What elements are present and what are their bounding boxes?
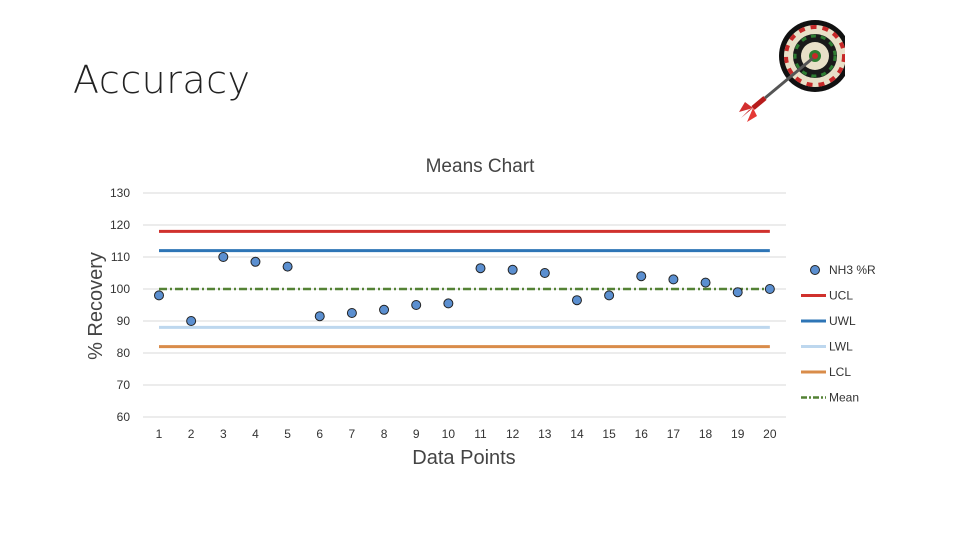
x-tick-label: 10	[442, 427, 456, 441]
legend-item: Mean	[801, 391, 859, 405]
legend-item: UCL	[801, 289, 853, 303]
data-point	[764, 284, 775, 294]
y-tick-label: 100	[110, 282, 130, 296]
x-tick-labels: 1 2 3 4 5 6 7 8 9 10 11 12 13 14 15 16 17 18 19 20	[156, 427, 777, 441]
x-tick-label: 6	[316, 427, 323, 441]
y-tick-label: 90	[117, 314, 131, 328]
chart-title: Means Chart	[426, 156, 535, 177]
x-tick-label: 4	[252, 427, 259, 441]
legend-label: LWL	[829, 340, 853, 354]
data-point	[411, 300, 422, 310]
data-point	[700, 277, 711, 288]
x-tick-label: 18	[699, 427, 713, 441]
x-tick-label: 13	[538, 427, 552, 441]
x-tick-label: 3	[220, 427, 227, 441]
legend-label: Mean	[829, 391, 859, 405]
y-axis-label: % Recovery	[85, 252, 107, 360]
data-point	[668, 274, 679, 285]
data-point	[636, 271, 647, 282]
data-point	[732, 287, 743, 298]
dartboard-dart-image	[739, 20, 845, 122]
x-axis-label: Data Points	[412, 447, 515, 469]
x-tick-label: 19	[731, 427, 745, 441]
data-point	[154, 290, 164, 301]
legend-label: NH3 %R	[829, 263, 876, 277]
slide-title: Accuracy	[73, 58, 251, 102]
y-tick-label: 130	[110, 186, 130, 200]
data-point	[539, 268, 550, 278]
data-point	[475, 263, 486, 274]
data-point	[507, 264, 518, 275]
x-tick-label: 15	[602, 427, 616, 441]
x-tick-label: 20	[763, 427, 777, 441]
legend-item: LCL	[801, 365, 851, 379]
data-point	[314, 311, 325, 322]
data-point	[604, 290, 615, 301]
y-tick-label: 110	[111, 250, 130, 264]
dart-icon	[739, 56, 814, 122]
x-tick-label: 7	[349, 427, 356, 441]
data-point	[346, 308, 357, 318]
x-tick-label: 11	[474, 427, 487, 441]
legend-label: UCL	[829, 289, 853, 303]
data-points	[154, 252, 775, 326]
data-point	[282, 261, 293, 272]
legend: NH3 %R UCL UWL LWL LCL Mean	[801, 263, 876, 405]
legend-label: LCL	[829, 365, 851, 379]
y-tick-label: 80	[117, 346, 131, 360]
x-tick-label: 8	[381, 427, 388, 441]
data-point	[186, 316, 197, 326]
legend-label: UWL	[829, 314, 856, 328]
data-point	[218, 252, 229, 262]
legend-item: UWL	[801, 314, 856, 328]
data-point	[443, 298, 454, 309]
gridlines	[143, 192, 786, 418]
y-tick-label: 60	[117, 410, 131, 424]
x-tick-label: 12	[506, 427, 520, 441]
data-point	[571, 295, 582, 306]
x-tick-label: 2	[188, 427, 195, 441]
x-tick-label: 17	[667, 427, 681, 441]
y-tick-labels: 60 70 80 90 100 110 120 130	[110, 186, 130, 424]
y-tick-label: 120	[110, 218, 130, 232]
x-tick-label: 14	[570, 427, 584, 441]
y-tick-label: 70	[117, 378, 131, 392]
control-lines	[159, 229, 770, 349]
data-point	[250, 256, 261, 267]
x-tick-label: 5	[284, 427, 291, 441]
x-tick-label: 9	[413, 427, 420, 441]
legend-item: NH3 %R	[810, 263, 876, 277]
x-tick-label: 16	[635, 427, 649, 441]
legend-marker	[810, 265, 820, 275]
legend-item: LWL	[801, 340, 853, 354]
x-tick-label: 1	[156, 427, 163, 441]
data-point	[379, 304, 390, 315]
